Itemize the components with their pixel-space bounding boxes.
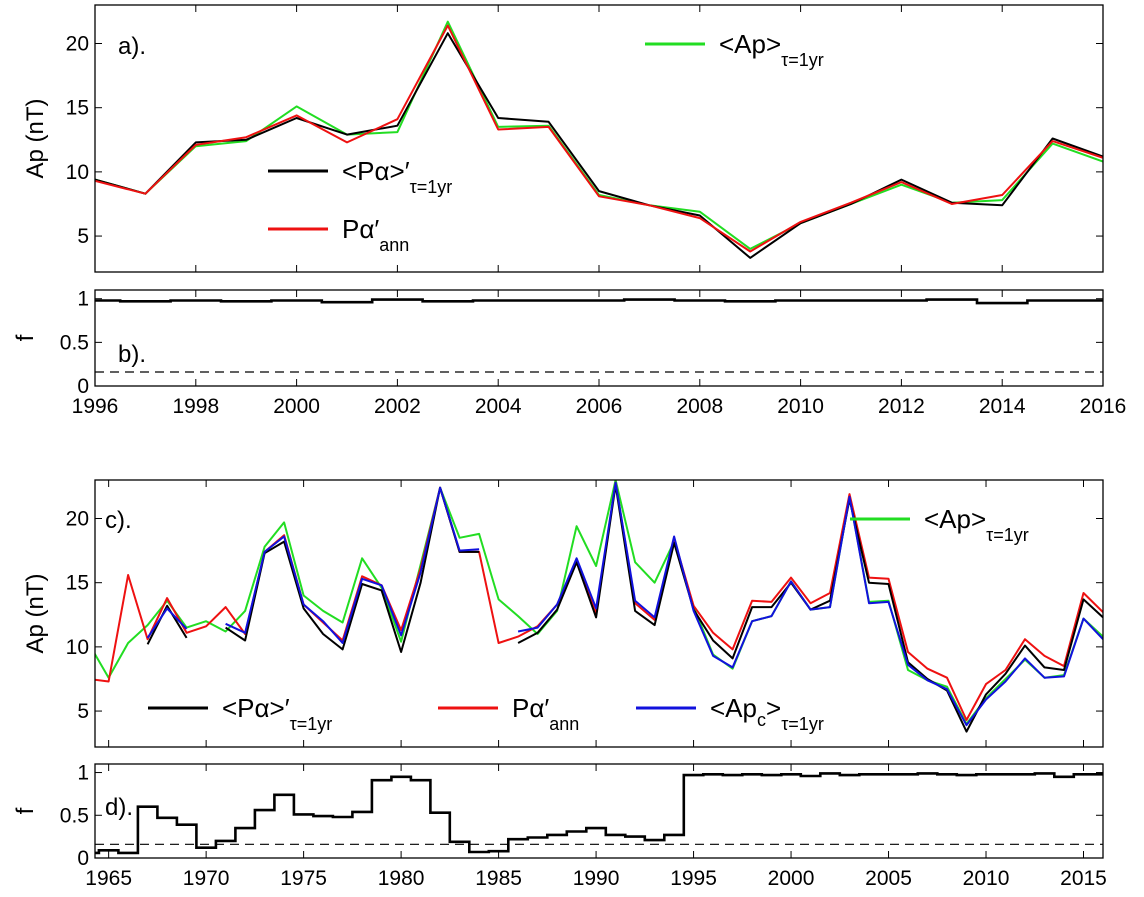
x-tick-label: 2000: [768, 867, 815, 890]
plot-frame: [95, 5, 1103, 272]
legend-label-Pa: <Pα>′τ=1yr: [342, 156, 452, 197]
y-axis-label: Ap (nT): [22, 573, 49, 653]
x-tick-label: 1996: [72, 395, 119, 418]
y-axis-label: f: [12, 334, 39, 341]
y-tick-label: 10: [66, 161, 89, 184]
x-tick-label: 2005: [865, 867, 912, 890]
y-tick-label: 20: [66, 508, 89, 531]
y-tick-label: 10: [66, 636, 89, 659]
legend-label-Pa: <Pα>′τ=1yr: [222, 693, 332, 734]
legend-label-Paann: Pα′ann: [512, 693, 579, 734]
panel-annotation: c).: [105, 507, 132, 534]
y-tick-label: 5: [77, 225, 89, 248]
legend-label-Ap: <Ap>τ=1yr: [719, 29, 824, 70]
legend-label-Pa-sub: τ=1yr: [290, 714, 333, 734]
legend-label-Apc-main: <Ap: [710, 693, 757, 723]
x-tick-label: 2010: [777, 395, 824, 418]
legend-label-Ap: <Ap>τ=1yr: [924, 504, 1029, 545]
x-tick-label: 1995: [670, 867, 717, 890]
series-line-Paann: [95, 26, 1103, 252]
legend-label-Apc-close: >: [766, 693, 781, 723]
y-tick-label: 20: [66, 33, 89, 56]
y-axis-label: Ap (nT): [22, 98, 49, 178]
legend-label-Pa-main: <Pα>′: [342, 156, 410, 186]
legend-label-Apc-sub-c: c: [757, 710, 766, 730]
x-tick-label: 2000: [273, 395, 320, 418]
y-tick-label: 5: [77, 700, 89, 723]
y-tick-label: 0.5: [60, 804, 89, 827]
legend-label-Ap-main: <Ap>: [924, 504, 986, 534]
x-tick-label: 2006: [576, 395, 623, 418]
x-tick-label: 1975: [280, 867, 327, 890]
legend-label-Ap-sub: τ=1yr: [986, 525, 1029, 545]
plot-area-a: [95, 22, 1103, 258]
legend-label-Paann-main: Pα′: [342, 214, 379, 244]
legend-label-Paann-main: Pα′: [512, 693, 549, 723]
y-tick-label: 1: [77, 762, 89, 785]
legend-label-Paann-sub: ann: [549, 714, 579, 734]
x-tick-label: 2015: [1060, 867, 1107, 890]
series-line-Pa: [226, 488, 480, 652]
x-tick-label: 2008: [676, 395, 723, 418]
plot-area-d: [79, 773, 1112, 853]
y-tick-label: 15: [66, 97, 89, 120]
x-tick-label: 1990: [573, 867, 620, 890]
legend-label-Paann-sub: ann: [379, 235, 409, 255]
y-axis-label: f: [12, 807, 39, 814]
legend-label-Paann: Pα′ann: [342, 214, 409, 255]
series-line-Ap: [95, 22, 1103, 249]
f-step-line: [70, 300, 1128, 304]
legend-label-Pa-sub: τ=1yr: [410, 177, 453, 197]
x-tick-label: 1965: [85, 867, 132, 890]
x-tick-label: 1980: [378, 867, 425, 890]
f-step-line: [79, 773, 1112, 853]
y-tick-label: 0.5: [60, 331, 89, 354]
x-tick-label: 2004: [475, 395, 522, 418]
x-tick-label: 2012: [878, 395, 925, 418]
legend-label-Ap-main: <Ap>: [719, 29, 781, 59]
legend-label-Apc-sub: τ=1yr: [781, 714, 824, 734]
x-tick-label: 2002: [374, 395, 421, 418]
x-tick-label: 2016: [1080, 395, 1127, 418]
x-tick-label: 2010: [963, 867, 1010, 890]
y-tick-label: 1: [77, 288, 89, 311]
x-tick-label: 2014: [979, 395, 1026, 418]
legend-label-Ap-sub: τ=1yr: [781, 50, 824, 70]
x-tick-label: 1985: [475, 867, 522, 890]
y-tick-label: 15: [66, 572, 89, 595]
panel-annotation: d).: [105, 794, 133, 821]
x-tick-label: 1998: [172, 395, 219, 418]
x-tick-label: 1970: [183, 867, 230, 890]
series-line-Pa: [95, 33, 1103, 258]
panel-annotation: a).: [118, 33, 146, 60]
legend-label-Pa-main: <Pα>′: [222, 693, 290, 723]
panel-annotation: b).: [118, 341, 146, 368]
plot-area-b: [70, 300, 1128, 372]
legend-label-Apc: <Apc>τ=1yr: [710, 693, 824, 734]
